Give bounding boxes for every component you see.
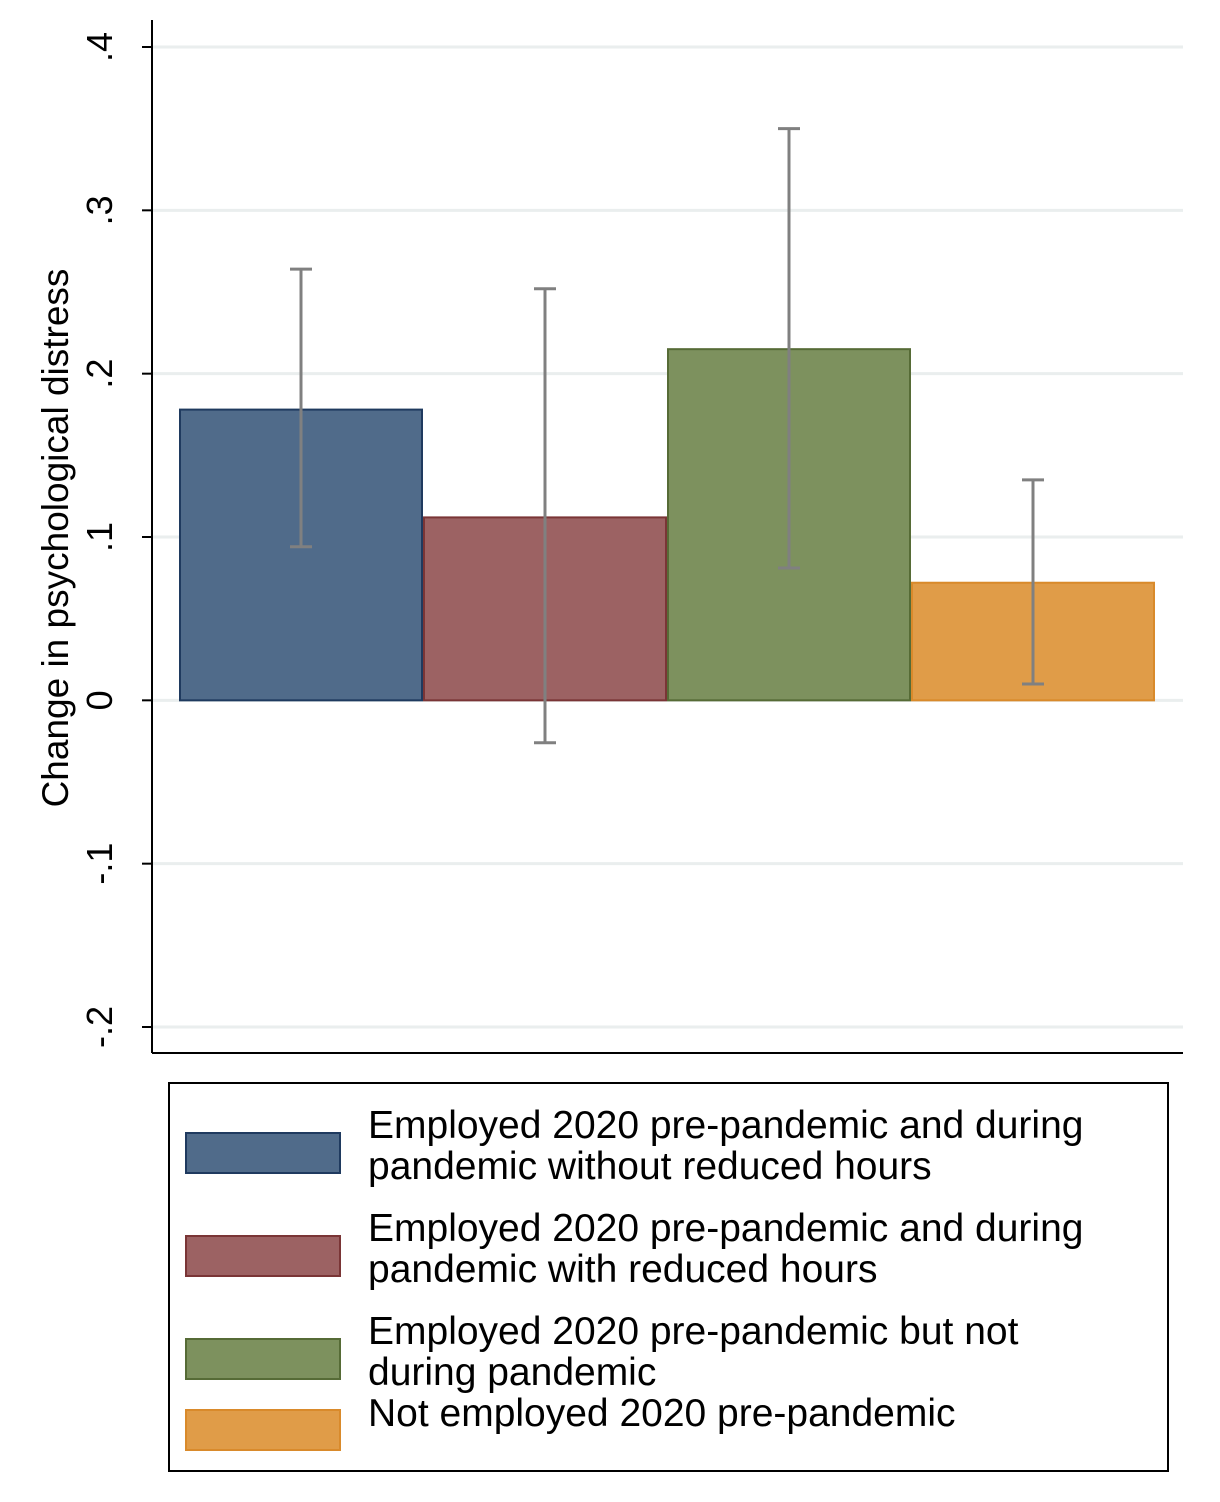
legend-swatch (185, 1235, 341, 1277)
legend-swatch (185, 1132, 341, 1174)
legend-label: Not employed 2020 pre-pandemic (368, 1392, 956, 1435)
legend-label: Employed 2020 pre-pandemic but not (368, 1310, 1019, 1353)
bars (179, 348, 1155, 702)
y-tick-label: -.2 (79, 1006, 120, 1048)
y-tick-label: .1 (79, 522, 120, 552)
legend-label: pandemic with reduced hours (368, 1248, 877, 1291)
legend-swatch (185, 1338, 341, 1380)
y-axis-title: Change in psychological distress (35, 269, 76, 808)
legend-label: during pandemic (368, 1351, 656, 1394)
y-tick-label: .3 (79, 195, 120, 225)
legend-label: Employed 2020 pre-pandemic and during (368, 1207, 1083, 1250)
y-tick-label: .2 (79, 359, 120, 389)
legend-swatch (185, 1409, 341, 1451)
y-axis: -.2 -.1 0 .1 .2 .3 .4 (79, 20, 1183, 1054)
legend: Employed 2020 pre-pandemic and duringpan… (168, 1082, 1169, 1472)
y-tick-label: .4 (79, 32, 120, 62)
legend-label: pandemic without reduced hours (368, 1145, 932, 1188)
y-tick-label: 0 (79, 690, 120, 710)
legend-label: Employed 2020 pre-pandemic and during (368, 1104, 1083, 1147)
error-bars (290, 127, 1044, 745)
y-tick-label: -.1 (79, 843, 120, 885)
